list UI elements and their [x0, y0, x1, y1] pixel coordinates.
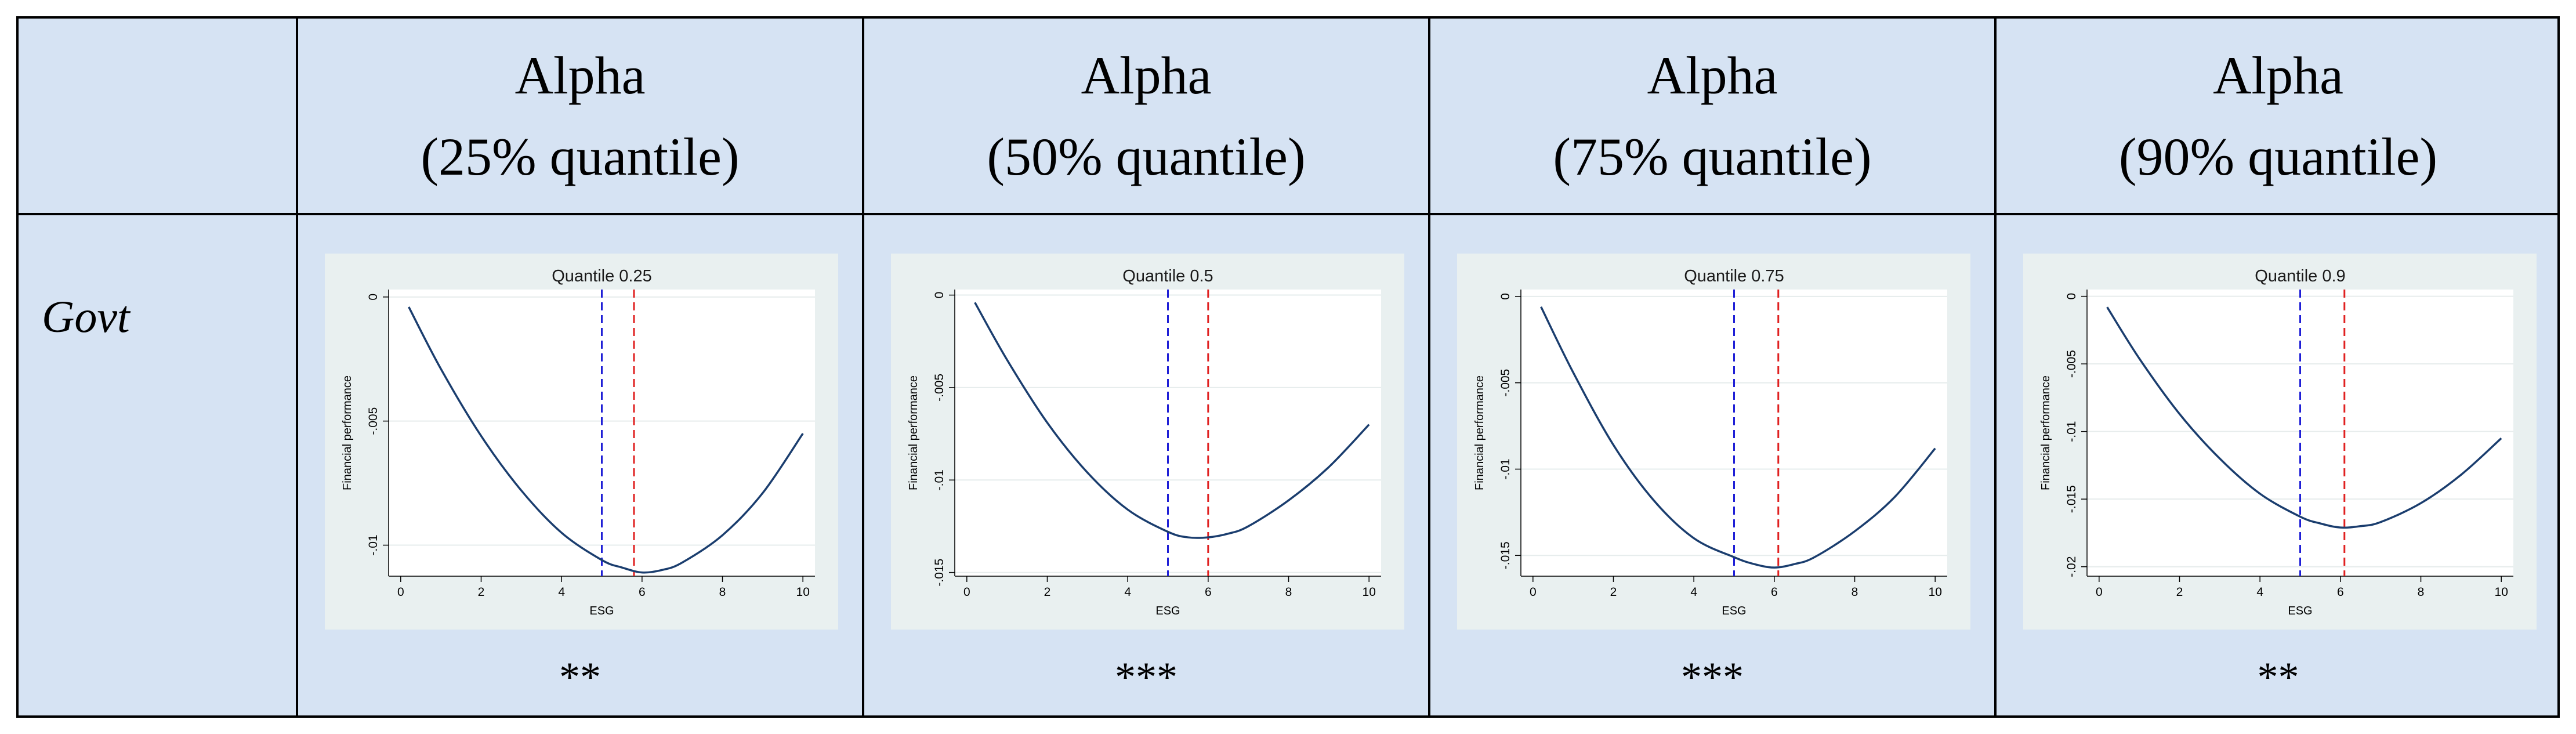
x-tick-label: 4: [1690, 585, 1697, 599]
y-tick-label: -.015: [1499, 541, 1512, 569]
chart-title: Quantile 0.25: [552, 267, 652, 285]
chart-panel-q50: Quantile 0.5 0 -.005 -.01 -.015 0 2 4 6 8 10 ESG Fin…: [891, 254, 1404, 630]
x-tick-label: 8: [2418, 585, 2425, 599]
y-axis-title: Financial performance: [2039, 375, 2052, 490]
column-divider: [1428, 19, 1430, 715]
x-axis-title: ESG: [589, 605, 614, 617]
series-line: [974, 302, 1370, 539]
chart-title: Quantile 0.9: [2255, 267, 2345, 285]
y-tick-label: -.005: [933, 374, 946, 402]
y-tick-label: -.005: [2065, 350, 2078, 378]
column-divider: [862, 19, 864, 715]
x-tick-label: 10: [1363, 585, 1376, 599]
y-axis-title: Financial performance: [341, 375, 354, 490]
y-tick-label: -.015: [933, 559, 946, 587]
column-header-line1: Alpha: [2213, 45, 2343, 105]
significance-stars: ***: [1115, 653, 1178, 700]
y-axis-title: Financial performance: [907, 375, 920, 490]
x-tick-label: 2: [478, 585, 485, 599]
x-tick-label: 10: [796, 585, 810, 599]
column-header-75: Alpha (75% quantile): [1430, 19, 1994, 213]
column-divider: [296, 19, 298, 715]
x-tick-label: 0: [1530, 585, 1537, 599]
x-tick-label: 6: [1771, 585, 1778, 599]
y-tick-label: 0: [2065, 293, 2078, 300]
y-tick-label: -.01: [933, 469, 946, 490]
x-tick-label: 0: [2096, 585, 2103, 599]
x-axis-title: ESG: [1155, 605, 1180, 617]
x-tick-label: 8: [1285, 585, 1292, 599]
series-line: [2106, 306, 2502, 529]
header-divider: [19, 213, 2557, 215]
x-tick-label: 4: [2256, 585, 2263, 599]
x-tick-label: 6: [639, 585, 646, 599]
x-tick-label: 8: [1852, 585, 1858, 599]
x-axis-title: ESG: [1722, 605, 1746, 617]
chart-q50: Quantile 0.5 0 -.005 -.01 -.015 0 2 4 6 8 10 ESG Fin…: [907, 267, 1381, 617]
x-tick-label: 2: [1610, 585, 1617, 599]
column-header-50: Alpha (50% quantile): [864, 19, 1428, 213]
column-header-line2: (50% quantile): [987, 126, 1306, 186]
x-tick-label: 6: [1205, 585, 1212, 599]
column-header-line1: Alpha: [1081, 45, 1212, 105]
x-tick-label: 10: [2495, 585, 2508, 599]
chart-panel-q75: Quantile 0.75 0 -.005 -.01 -.015 0 2 4 6 8 10 ESG Fi…: [1457, 254, 1970, 630]
significance-stars: **: [559, 653, 601, 700]
chart-panel-q25: Quantile 0.25 0 -.005 -.01 0 2 4 6 8 10 ESG Financi…: [325, 254, 838, 630]
y-tick-label: -.01: [1499, 458, 1512, 479]
row-label: Govt: [42, 291, 130, 342]
column-header-90: Alpha (90% quantile): [1997, 19, 2560, 213]
corner-cell: [19, 19, 296, 213]
x-tick-label: 0: [397, 585, 404, 599]
significance-stars: ***: [1681, 653, 1744, 700]
chart-title: Quantile 0.5: [1122, 267, 1213, 285]
series-line: [408, 306, 804, 574]
y-tick-label: -.005: [1499, 369, 1512, 397]
x-axis-title: ESG: [2288, 605, 2312, 617]
x-tick-label: 6: [2337, 585, 2344, 599]
column-header-25: Alpha (25% quantile): [298, 19, 862, 213]
x-tick-label: 0: [963, 585, 970, 599]
column-divider: [1994, 19, 1997, 715]
chart-q75: Quantile 0.75 0 -.005 -.01 -.015 0 2 4 6 8 10 ESG Fi…: [1473, 267, 1947, 617]
column-header-line1: Alpha: [1647, 45, 1778, 105]
x-tick-label: 4: [558, 585, 565, 599]
y-tick-label: -.005: [367, 407, 380, 435]
column-header-line2: (75% quantile): [1553, 126, 1872, 186]
significance-stars: **: [2257, 653, 2299, 700]
chart-q25: Quantile 0.25 0 -.005 -.01 0 2 4 6 8 10 ESG Financi…: [341, 267, 815, 617]
column-header-line2: (90% quantile): [2118, 126, 2438, 186]
x-tick-label: 4: [1124, 585, 1131, 599]
results-table: Alpha (25% quantile) Alpha (50% quantile…: [16, 16, 2560, 718]
y-tick-label: 0: [367, 294, 380, 301]
y-tick-label: 0: [1499, 293, 1512, 300]
chart-panel-q90: Quantile 0.9 0 -.005 -.01 -.015 -.02 0 2 4 6 8 10 ES…: [2023, 254, 2537, 630]
y-tick-label: -.015: [2065, 485, 2078, 513]
y-tick-label: -.01: [2065, 421, 2078, 442]
row-label-cell: Govt: [19, 215, 298, 720]
x-tick-label: 8: [719, 585, 726, 599]
x-tick-label: 2: [2176, 585, 2183, 599]
chart-q90: Quantile 0.9 0 -.005 -.01 -.015 -.02 0 2 4 6 8 10 ES…: [2039, 267, 2513, 617]
x-tick-label: 10: [1929, 585, 1942, 599]
series-line: [1540, 306, 1936, 569]
y-tick-label: 0: [933, 292, 946, 299]
y-axis-title: Financial performance: [1473, 375, 1486, 490]
column-header-line2: (25% quantile): [421, 126, 740, 186]
y-tick-label: -.01: [367, 534, 380, 555]
x-tick-label: 2: [1044, 585, 1051, 599]
y-tick-label: -.02: [2065, 556, 2078, 577]
chart-title: Quantile 0.75: [1684, 267, 1784, 285]
column-header-line1: Alpha: [515, 45, 646, 105]
